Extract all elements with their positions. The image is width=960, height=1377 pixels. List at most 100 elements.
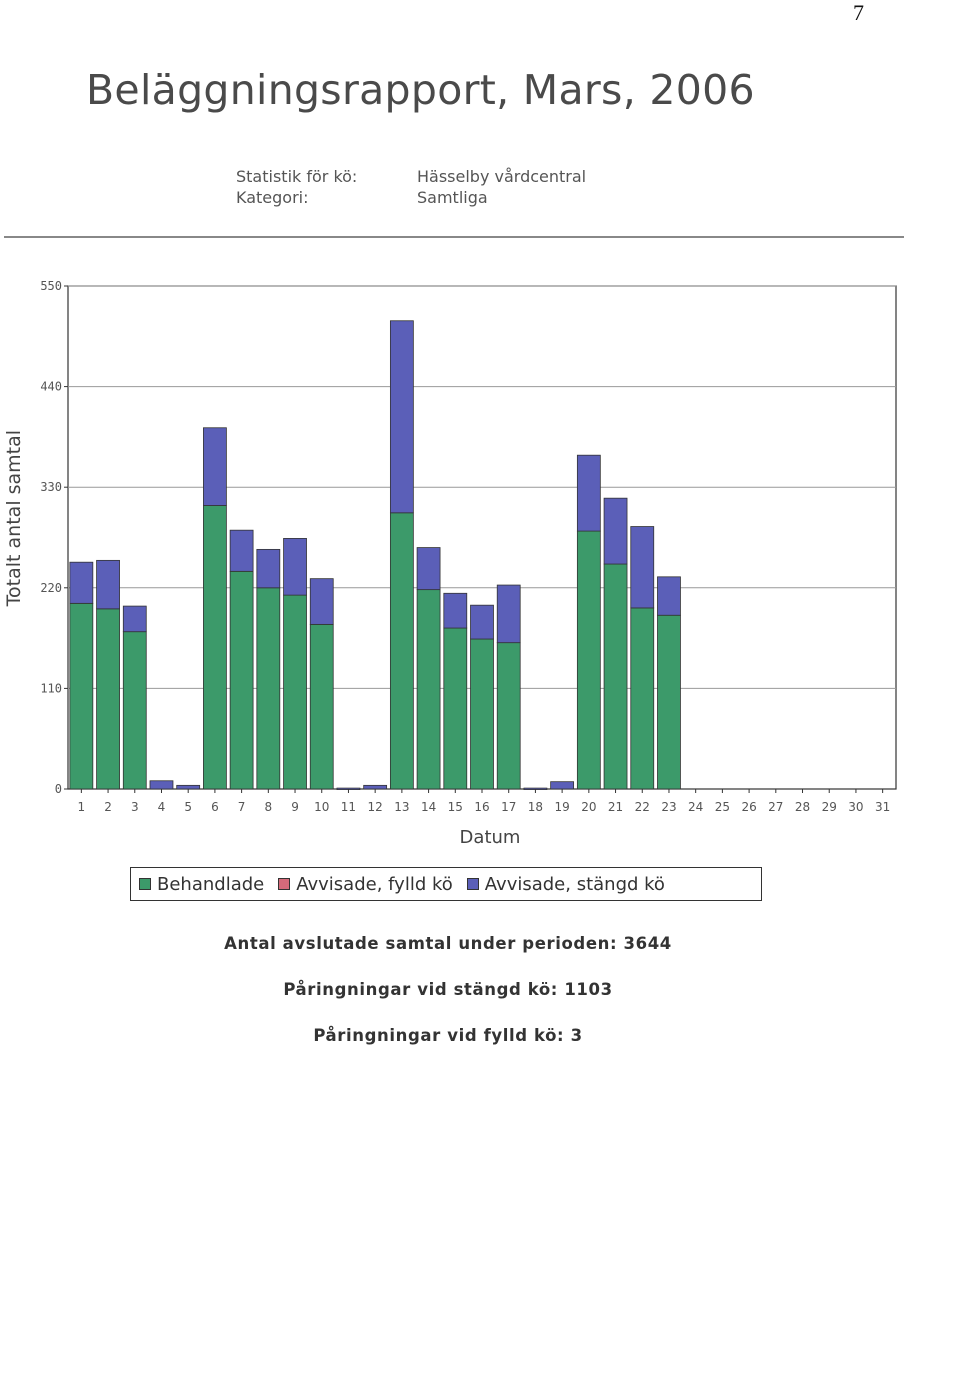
x-tick-label: 21 [608, 800, 623, 814]
bar-avvisade-stangd [69, 561, 94, 604]
bar-avvisade-stangd [603, 497, 628, 565]
bar-avvisade-stangd [96, 559, 120, 610]
x-tick-label: 30 [848, 800, 863, 814]
x-tick-label: 20 [581, 800, 596, 814]
bar-behandlade [470, 638, 494, 790]
bar-behandlade [389, 512, 414, 790]
x-tick-label: 27 [768, 800, 783, 814]
bar-avvisade-stangd [470, 604, 494, 640]
legend-swatch-avvisade-fylld [278, 878, 291, 890]
bar-behandlade [657, 614, 681, 790]
bar-avvisade-stangd [283, 538, 307, 596]
category-row: Kategori: Samtliga [236, 187, 586, 208]
bar-behandlade [256, 587, 281, 790]
x-tick-label: 18 [528, 800, 543, 814]
bar-behandlade [416, 589, 441, 790]
bar-behandlade [122, 631, 147, 790]
bar-avvisade-stangd [363, 784, 388, 790]
report-meta: Statistik för kö: Hässelby vårdcentral K… [236, 166, 586, 208]
summary-total: Antal avslutade samtal under perioden: 3… [224, 934, 672, 953]
x-tick-label: 14 [421, 800, 436, 814]
x-tick-label: 7 [238, 800, 246, 814]
queue-value: Hässelby vårdcentral [417, 167, 587, 186]
x-axis-title: Datum [460, 827, 521, 848]
bar-avvisade-stangd [203, 427, 227, 506]
bar-avvisade-stangd [496, 584, 521, 644]
bar-behandlade [603, 563, 628, 790]
legend-swatch-avvisade-stangd [466, 878, 479, 890]
y-tick-label: 0 [55, 782, 62, 796]
x-tick-label: 25 [715, 800, 730, 814]
x-tick-label: 31 [875, 800, 890, 814]
bar-avvisade-stangd [309, 578, 334, 625]
x-tick-label: 23 [661, 800, 676, 814]
x-tick-label: 24 [688, 800, 703, 814]
bar-avvisade-stangd [122, 605, 147, 633]
bar-avvisade-stangd [149, 780, 174, 790]
report-title: Beläggningsrapport, Mars, 2006 [86, 66, 755, 114]
y-tick-label: 110 [40, 681, 62, 695]
y-tick-label: 550 [40, 279, 62, 293]
x-tick-label: 26 [741, 800, 756, 814]
legend-label-behandlade: Behandlade [157, 873, 265, 895]
legend-label-avvisade-stangd: Avvisade, stängd kö [484, 873, 665, 895]
bar-avvisade-stangd [550, 781, 575, 790]
bar-behandlade [229, 570, 254, 790]
category-value: Samtliga [417, 188, 488, 207]
x-tick-label: 6 [211, 800, 219, 814]
y-axis-title: Totalt antal samtal [3, 430, 25, 607]
y-tick-label: 220 [40, 581, 62, 595]
x-tick-label: 13 [394, 800, 409, 814]
x-tick-label: 15 [448, 800, 463, 814]
bar-avvisade-stangd [576, 454, 601, 532]
bar-behandlade [576, 530, 601, 790]
x-tick-label: 22 [635, 800, 650, 814]
x-tick-label: 8 [265, 800, 273, 814]
bar-behandlade [443, 627, 468, 790]
y-tick-label: 440 [40, 380, 62, 394]
bar-behandlade [203, 505, 227, 790]
y-tick-label: 330 [40, 480, 62, 494]
bar-avvisade-stangd [176, 784, 201, 790]
bar-avvisade-stangd [416, 547, 441, 591]
header-divider [4, 236, 904, 238]
x-tick-label: 5 [184, 800, 192, 814]
x-tick-label: 11 [341, 800, 356, 814]
x-tick-label: 4 [158, 800, 166, 814]
bar-avvisade-stangd [630, 526, 655, 609]
x-tick-label: 1 [78, 800, 86, 814]
summary-closed-queue: Påringningar vid stängd kö: 1103 [283, 980, 613, 999]
x-tick-label: 17 [501, 800, 516, 814]
x-tick-label: 2 [104, 800, 112, 814]
chart-legend: Behandlade Avvisade, fylld kö Avvisade, … [130, 867, 762, 901]
x-tick-label: 12 [368, 800, 383, 814]
bar-behandlade [630, 607, 655, 790]
page-number: 7 [853, 0, 864, 25]
queue-row: Statistik för kö: Hässelby vårdcentral [236, 166, 586, 187]
legend-swatch-behandlade [139, 878, 151, 890]
summary-full-queue: Påringningar vid fylld kö: 3 [313, 1026, 583, 1045]
legend-item-avvisade-stangd: Avvisade, stängd kö [466, 873, 665, 895]
bar-avvisade-stangd [389, 320, 414, 514]
bar-avvisade-stangd [229, 529, 254, 572]
bar-avvisade-stangd [657, 576, 681, 616]
category-label: Kategori: [236, 188, 309, 207]
legend-item-behandlade: Behandlade [139, 874, 264, 895]
bar-avvisade-stangd [256, 548, 281, 589]
x-tick-label: 3 [131, 800, 139, 814]
x-tick-label: 29 [822, 800, 837, 814]
bar-behandlade [309, 623, 334, 790]
x-tick-label: 9 [291, 800, 299, 814]
bar-behandlade [69, 602, 94, 790]
x-tick-label: 19 [554, 800, 569, 814]
bar-behandlade [496, 642, 521, 790]
bar-behandlade [96, 608, 120, 790]
x-tick-label: 28 [795, 800, 810, 814]
x-tick-label: 16 [474, 800, 489, 814]
queue-label: Statistik för kö: [236, 167, 358, 186]
legend-label-avvisade-fylld: Avvisade, fylld kö [296, 873, 453, 895]
bar-behandlade [283, 594, 307, 790]
bar-avvisade-stangd [443, 592, 468, 629]
legend-item-avvisade-fylld: Avvisade, fylld kö [278, 874, 453, 895]
